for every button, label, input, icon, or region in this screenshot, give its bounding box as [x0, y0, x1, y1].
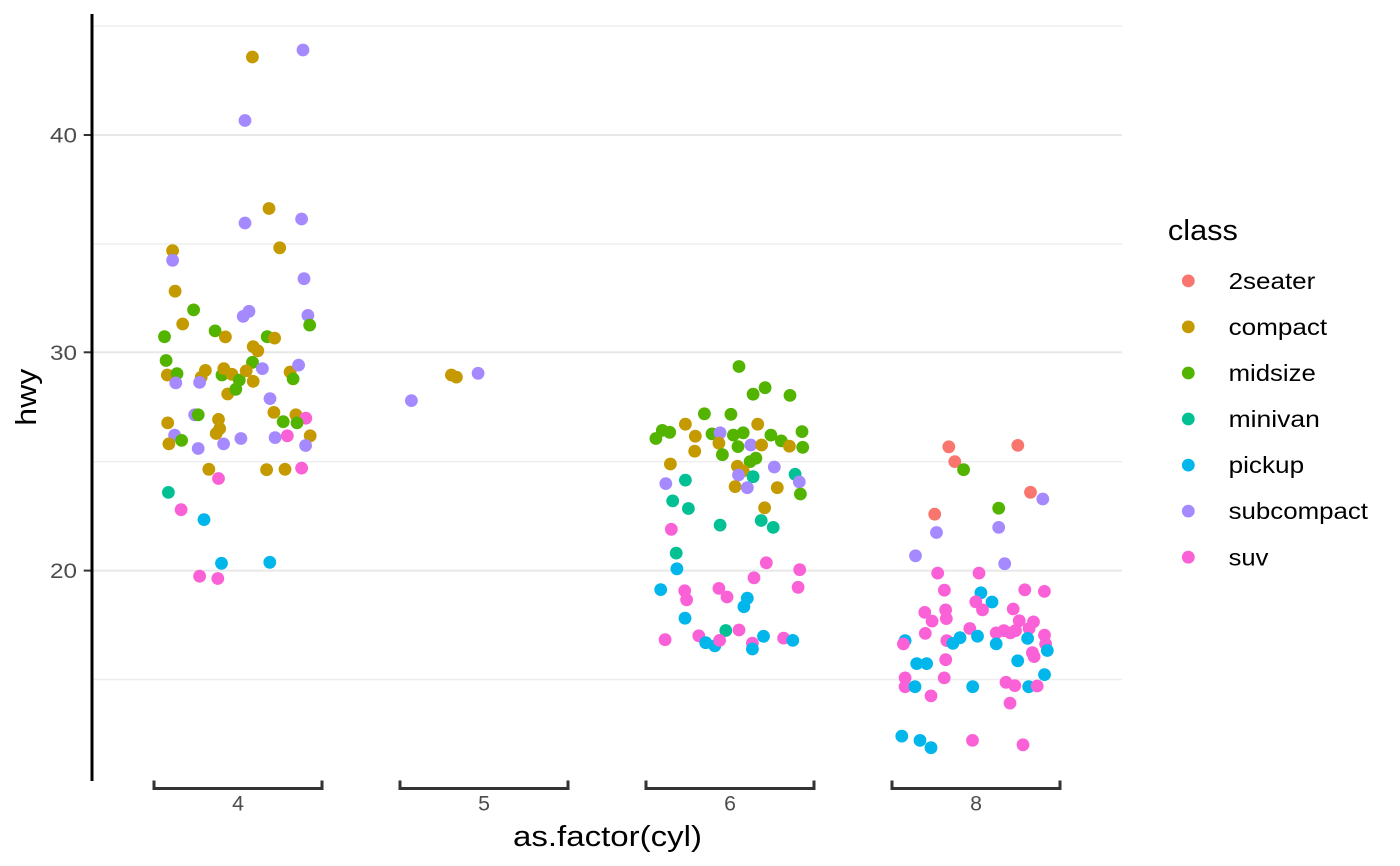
svg-text:2seater: 2seater [1229, 268, 1316, 294]
svg-text:pickup: pickup [1229, 452, 1305, 478]
svg-text:4: 4 [232, 792, 244, 816]
svg-text:suv: suv [1229, 544, 1269, 570]
svg-text:8: 8 [970, 792, 982, 816]
svg-text:20: 20 [50, 559, 77, 583]
svg-text:subcompact: subcompact [1229, 498, 1369, 524]
svg-text:6: 6 [724, 792, 736, 816]
svg-text:5: 5 [478, 792, 490, 816]
svg-text:midsize: midsize [1229, 360, 1316, 386]
svg-text:as.factor(cyl): as.factor(cyl) [513, 821, 702, 853]
svg-text:30: 30 [50, 341, 77, 365]
svg-text:40: 40 [50, 124, 77, 148]
svg-text:hwy: hwy [11, 368, 43, 426]
svg-text:compact: compact [1229, 314, 1328, 340]
svg-text:class: class [1168, 215, 1238, 247]
svg-text:minivan: minivan [1229, 406, 1320, 432]
